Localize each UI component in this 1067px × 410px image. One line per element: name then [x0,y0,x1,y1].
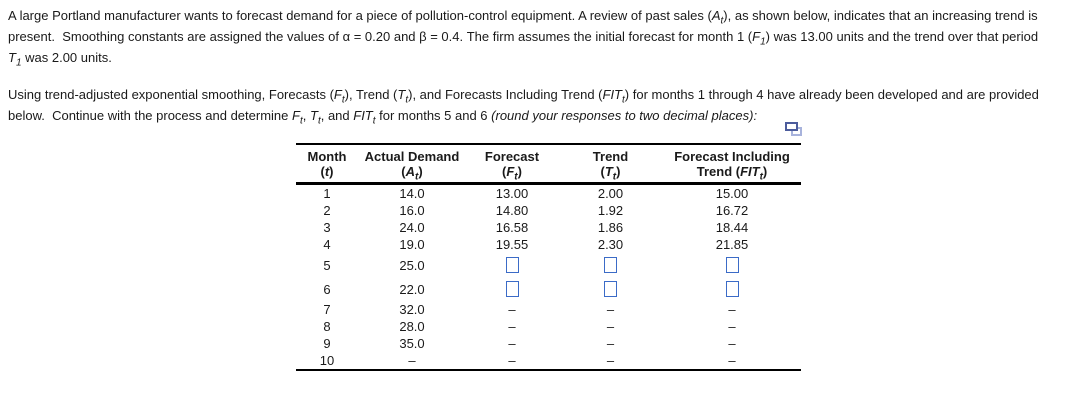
table-cell: 22.0 [399,281,425,297]
column-header-line1: Month [307,149,347,164]
answer-cell [663,253,801,277]
answer-input[interactable] [604,257,617,274]
table-cell: 9 [323,336,331,351]
table-cell: 14.80 [495,203,529,218]
answer-cell [558,277,663,301]
table-cell: 3 [323,220,331,235]
table-cell: 16.0 [399,203,425,218]
table-cell: 13.00 [495,186,529,201]
table-row: 5 25.0 [296,253,801,277]
answer-cell [663,277,801,301]
table-cell: 16.72 [715,203,749,218]
table-cell: – [606,353,615,368]
column-header-line1: Trend [592,149,629,164]
table-cell: 24.0 [399,220,425,235]
table-cell: – [508,319,516,334]
column-header-line1: Forecast [484,149,540,164]
answer-cell [466,277,558,301]
table-cell: 28.0 [399,319,425,334]
forecast-table: Month (t) Actual Demand (At) Forecast (Ft) Tre… [296,143,801,371]
answer-input[interactable] [725,257,739,274]
table-cell: 2 [323,203,331,218]
column-header: Trend (Tt) [558,144,663,184]
table-row: 2 16.0 14.80 1.92 16.72 [296,202,801,219]
table-cell: 1 [323,186,331,201]
table-cell: 2.00 [597,186,624,201]
table-cell: 4 [323,237,331,252]
table-row: 10 – – – – [296,352,801,370]
column-header-line1: Actual Demand [364,149,460,164]
table-cell: 5 [323,257,331,273]
table-cell: 32.0 [399,302,425,317]
table-cell: 6 [323,281,331,297]
table-row: 6 22.0 [296,277,801,301]
table-cell: 21.85 [715,237,749,252]
table-row: 4 19.0 19.55 2.30 21.85 [296,236,801,253]
answer-cell [558,253,663,277]
column-header: Actual Demand (At) [358,144,466,184]
table-cell: – [408,353,416,368]
table-row: 3 24.0 16.58 1.86 18.44 [296,219,801,236]
table-cell: 19.55 [495,237,529,252]
answer-input[interactable] [505,257,519,274]
instructions-text: Using trend-adjusted exponential smoothi… [8,87,1039,127]
table-cell: 8 [323,319,331,334]
popout-copy-icon[interactable] [785,120,803,137]
column-header-line1: Forecast Including [674,149,790,164]
table-cell: – [508,336,516,351]
table-cell: – [728,319,736,334]
table-cell: 18.44 [715,220,749,235]
table-header-row: Month (t) Actual Demand (At) Forecast (Ft) Tre… [296,144,801,184]
table-cell: 35.0 [399,336,425,351]
table-cell: 1.86 [597,220,624,235]
table-row: 7 32.0 – – – [296,301,801,318]
table-cell: – [606,302,615,317]
table-cell: 2.30 [597,237,624,252]
table-cell: – [728,336,736,351]
table-cell: – [508,353,516,368]
table-cell: 10 [319,353,335,368]
column-header: Month (t) [296,144,358,184]
table-cell: – [728,302,736,317]
column-header-line2: (Tt) [600,164,621,183]
table-row: 9 35.0 – – – [296,335,801,352]
table-cell: 14.0 [399,186,425,201]
table-cell: 15.00 [715,186,749,201]
answer-input[interactable] [505,281,519,298]
table-cell: 19.0 [399,237,425,252]
table-cell: – [606,336,615,351]
table-cell: 1.92 [597,203,624,218]
table-cell: – [606,319,615,334]
column-header: Forecast (Ft) [466,144,558,184]
problem-statement: A large Portland manufacturer wants to f… [8,8,1039,69]
popout-front-rect [785,122,798,131]
answer-cell [466,253,558,277]
column-header-line2: (t) [320,164,334,179]
answer-input[interactable] [604,281,617,298]
table-cell: 16.58 [495,220,529,235]
table-cell: – [508,302,516,317]
answer-input[interactable] [725,281,739,298]
table-cell: 7 [323,302,331,317]
column-header: Forecast Including Trend (FITt) [663,144,801,184]
column-header-line2: (At) [401,164,423,183]
column-header-line2: Trend (FITt) [696,164,768,183]
table-cell: 25.0 [399,257,425,273]
table-cell: – [728,353,736,368]
table-row: 1 14.0 13.00 2.00 15.00 [296,184,801,203]
table-row: 8 28.0 – – – [296,318,801,335]
column-header-line2: (Ft) [502,164,522,183]
